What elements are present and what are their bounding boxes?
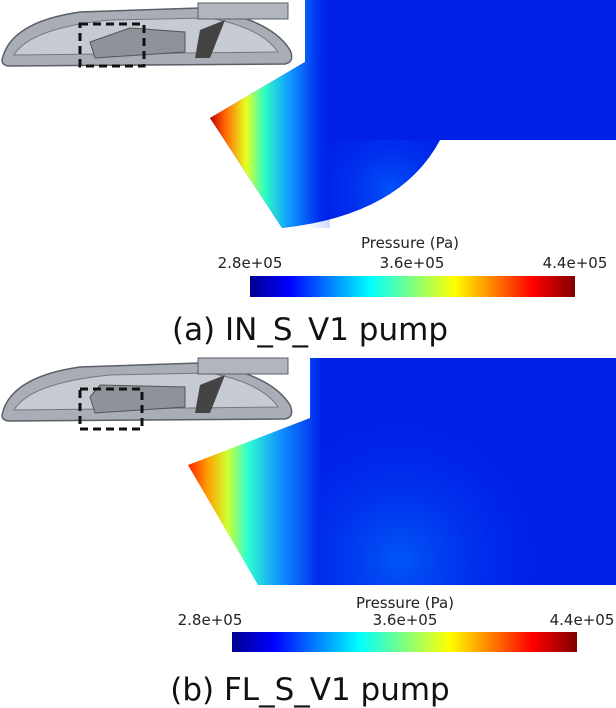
field-highlight	[282, 140, 440, 228]
pump-icon	[1, 2, 293, 68]
colorbar	[232, 632, 577, 652]
colorbar-title: Pressure (Pa)	[356, 594, 454, 612]
colorbar	[250, 276, 575, 297]
panel-a: Pressure (Pa) 2.8e+05 3.6e+05 4.4e+05 (a…	[1, 0, 616, 348]
panel-b: Pressure (Pa) 2.8e+05 3.6e+05 4.4e+05 (b…	[1, 357, 616, 708]
caption: (a) IN_S_V1 pump	[172, 312, 448, 348]
colorbar-title: Pressure (Pa)	[361, 234, 459, 252]
colorbar-tick: 2.8e+05	[218, 254, 283, 272]
colorbar-tick: 4.4e+05	[550, 611, 615, 629]
colorbar-tick: 4.4e+05	[543, 254, 608, 272]
far-field	[330, 0, 616, 140]
colorbar-tick: 3.6e+05	[373, 611, 438, 629]
colorbar-tick: 3.6e+05	[380, 254, 445, 272]
caption: (b) FL_S_V1 pump	[170, 672, 449, 708]
field-highlight	[320, 400, 616, 585]
pump-icon	[1, 357, 293, 431]
colorbar-tick: 2.8e+05	[178, 611, 243, 629]
